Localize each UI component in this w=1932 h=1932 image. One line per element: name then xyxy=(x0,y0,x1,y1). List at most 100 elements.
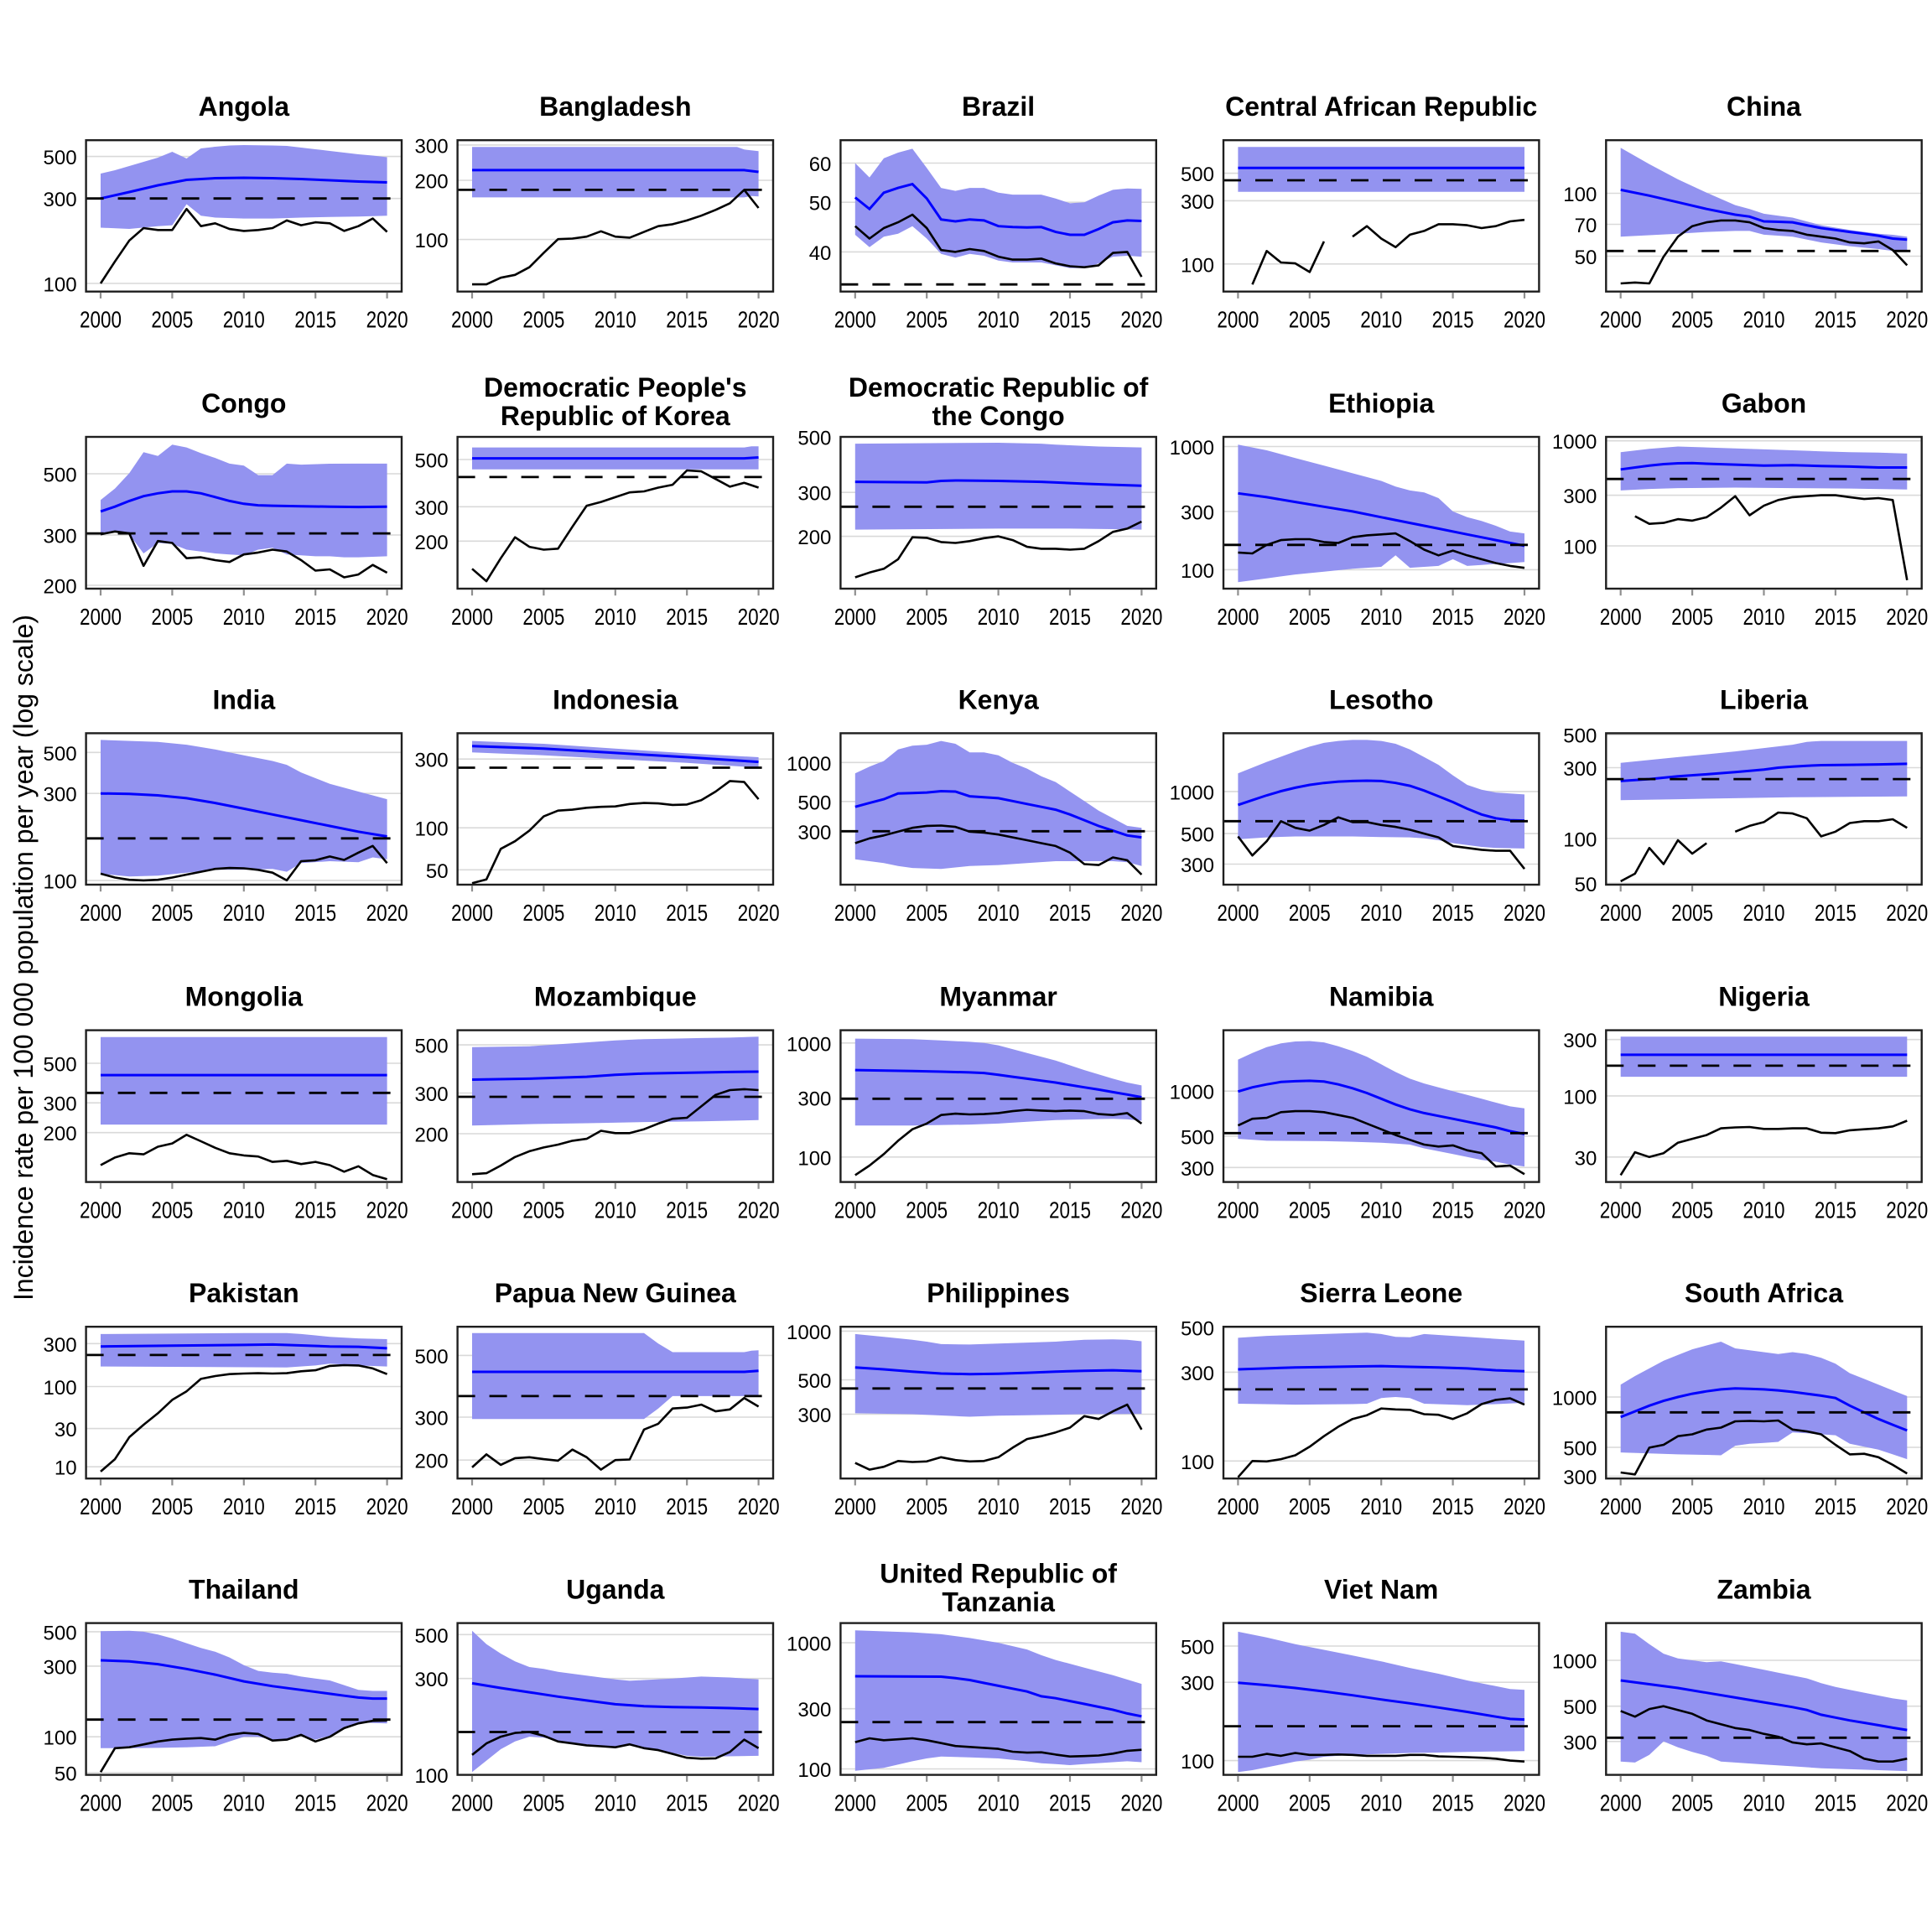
svg-text:200: 200 xyxy=(415,171,449,194)
svg-text:100: 100 xyxy=(1563,537,1597,559)
svg-text:2020: 2020 xyxy=(1886,1493,1928,1519)
svg-text:2010: 2010 xyxy=(1360,307,1402,333)
svg-text:1000: 1000 xyxy=(787,1033,831,1056)
svg-text:500: 500 xyxy=(1181,824,1214,847)
svg-text:2005: 2005 xyxy=(1289,900,1331,926)
svg-text:300: 300 xyxy=(415,497,449,520)
svg-text:Democratic People's: Democratic People's xyxy=(484,372,747,402)
svg-text:500: 500 xyxy=(415,1625,449,1648)
svg-text:Incidence rate per 100 000 pop: Incidence rate per 100 000 population pe… xyxy=(8,615,39,1301)
svg-text:300: 300 xyxy=(415,1083,449,1106)
svg-text:India: India xyxy=(212,684,275,714)
svg-text:2010: 2010 xyxy=(595,307,636,333)
svg-text:500: 500 xyxy=(1181,1317,1214,1340)
svg-text:2000: 2000 xyxy=(80,900,122,926)
svg-text:30: 30 xyxy=(1575,1147,1597,1170)
svg-text:2010: 2010 xyxy=(595,604,636,630)
svg-text:2000: 2000 xyxy=(451,1493,493,1519)
svg-text:2000: 2000 xyxy=(451,604,493,630)
svg-text:500: 500 xyxy=(44,743,77,766)
svg-text:2020: 2020 xyxy=(1504,1493,1545,1519)
svg-text:2000: 2000 xyxy=(1217,604,1259,630)
svg-text:300: 300 xyxy=(1563,758,1597,781)
svg-text:200: 200 xyxy=(415,532,449,554)
svg-text:100: 100 xyxy=(1181,560,1214,583)
svg-text:300: 300 xyxy=(1181,501,1214,524)
svg-text:100: 100 xyxy=(1563,828,1597,851)
svg-text:2020: 2020 xyxy=(1120,900,1162,926)
svg-text:Mozambique: Mozambique xyxy=(534,982,697,1012)
svg-text:2005: 2005 xyxy=(1671,900,1713,926)
svg-text:1000: 1000 xyxy=(1170,782,1214,804)
svg-text:2010: 2010 xyxy=(595,1493,636,1519)
svg-text:2015: 2015 xyxy=(1432,1197,1474,1223)
svg-text:300: 300 xyxy=(415,1408,449,1431)
svg-text:300: 300 xyxy=(44,1334,77,1357)
svg-text:500: 500 xyxy=(1181,1126,1214,1149)
svg-text:Nigeria: Nigeria xyxy=(1718,982,1810,1012)
svg-text:2005: 2005 xyxy=(522,1493,564,1519)
svg-text:500: 500 xyxy=(415,450,449,473)
svg-text:2005: 2005 xyxy=(151,604,193,630)
svg-text:Philippines: Philippines xyxy=(927,1278,1070,1308)
svg-text:2020: 2020 xyxy=(738,604,780,630)
svg-text:2015: 2015 xyxy=(1815,604,1857,630)
svg-text:2005: 2005 xyxy=(1289,604,1331,630)
svg-text:Democratic Republic of: Democratic Republic of xyxy=(849,372,1149,402)
svg-text:2005: 2005 xyxy=(906,307,948,333)
svg-text:2000: 2000 xyxy=(1600,307,1642,333)
svg-text:2020: 2020 xyxy=(1504,604,1545,630)
svg-text:2020: 2020 xyxy=(1120,1790,1162,1816)
svg-text:2005: 2005 xyxy=(151,1790,193,1816)
svg-text:2015: 2015 xyxy=(666,1493,708,1519)
svg-text:300: 300 xyxy=(1181,854,1214,877)
svg-text:2020: 2020 xyxy=(1886,604,1928,630)
svg-text:2005: 2005 xyxy=(1671,604,1713,630)
svg-text:Lesotho: Lesotho xyxy=(1329,684,1433,714)
svg-text:2000: 2000 xyxy=(80,307,122,333)
svg-text:1000: 1000 xyxy=(1552,431,1597,454)
svg-text:300: 300 xyxy=(1563,1732,1597,1754)
svg-text:Indonesia: Indonesia xyxy=(553,684,678,714)
svg-text:500: 500 xyxy=(415,1036,449,1058)
svg-text:300: 300 xyxy=(44,1656,77,1679)
svg-text:Thailand: Thailand xyxy=(189,1575,299,1605)
svg-text:2020: 2020 xyxy=(1120,1493,1162,1519)
svg-text:500: 500 xyxy=(44,147,77,169)
svg-text:2005: 2005 xyxy=(906,604,948,630)
svg-text:Namibia: Namibia xyxy=(1329,982,1434,1012)
svg-text:300: 300 xyxy=(797,483,831,506)
svg-text:Liberia: Liberia xyxy=(1720,684,1808,714)
svg-text:Mongolia: Mongolia xyxy=(185,982,304,1012)
svg-text:500: 500 xyxy=(1181,1637,1214,1659)
svg-text:2010: 2010 xyxy=(1743,604,1785,630)
svg-text:2005: 2005 xyxy=(1671,1493,1713,1519)
svg-text:200: 200 xyxy=(415,1124,449,1147)
svg-text:2005: 2005 xyxy=(151,1197,193,1223)
svg-text:2000: 2000 xyxy=(1600,1790,1642,1816)
svg-text:2010: 2010 xyxy=(223,1197,265,1223)
svg-text:100: 100 xyxy=(44,870,77,893)
svg-text:2015: 2015 xyxy=(1049,1197,1091,1223)
svg-text:2020: 2020 xyxy=(1504,1790,1545,1816)
svg-text:100: 100 xyxy=(415,230,449,252)
svg-text:Papua New Guinea: Papua New Guinea xyxy=(495,1278,736,1308)
svg-text:2015: 2015 xyxy=(294,900,336,926)
svg-text:2015: 2015 xyxy=(1432,900,1474,926)
svg-text:500: 500 xyxy=(1563,1438,1597,1461)
svg-text:500: 500 xyxy=(1181,164,1214,186)
svg-text:2015: 2015 xyxy=(1049,1790,1091,1816)
svg-text:1000: 1000 xyxy=(1170,1082,1214,1104)
svg-text:100: 100 xyxy=(1181,1452,1214,1474)
svg-text:300: 300 xyxy=(1563,486,1597,508)
svg-text:Central African Republic: Central African Republic xyxy=(1225,91,1537,122)
svg-text:2015: 2015 xyxy=(294,1197,336,1223)
svg-text:100: 100 xyxy=(1181,254,1214,277)
svg-text:300: 300 xyxy=(44,784,77,807)
svg-text:100: 100 xyxy=(44,1727,77,1750)
svg-text:2000: 2000 xyxy=(1600,604,1642,630)
svg-text:Republic of Korea: Republic of Korea xyxy=(501,401,730,431)
svg-text:2010: 2010 xyxy=(1360,1197,1402,1223)
svg-text:Kenya: Kenya xyxy=(958,684,1039,714)
svg-text:2020: 2020 xyxy=(1504,307,1545,333)
